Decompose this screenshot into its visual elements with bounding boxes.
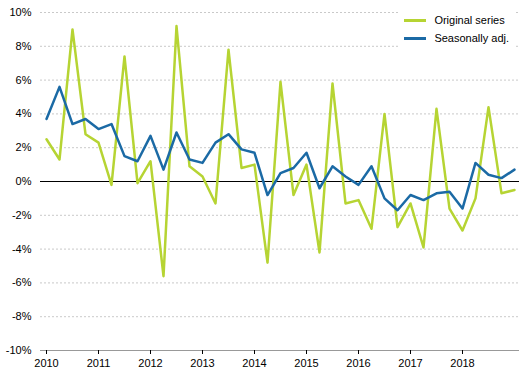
svg-text:2%: 2%: [16, 141, 32, 153]
svg-text:4%: 4%: [16, 107, 32, 119]
svg-text:-8%: -8%: [12, 310, 32, 322]
svg-text:6%: 6%: [16, 74, 32, 86]
svg-text:2014: 2014: [242, 357, 266, 369]
svg-text:-6%: -6%: [12, 276, 32, 288]
svg-text:-10%: -10%: [6, 344, 32, 356]
svg-text:2010: 2010: [34, 357, 58, 369]
svg-text:0%: 0%: [16, 175, 32, 187]
svg-text:2013: 2013: [190, 357, 214, 369]
svg-text:2016: 2016: [346, 357, 370, 369]
svg-text:2015: 2015: [294, 357, 318, 369]
svg-text:8%: 8%: [16, 40, 32, 52]
svg-text:-4%: -4%: [12, 243, 32, 255]
svg-text:2012: 2012: [138, 357, 162, 369]
html-text:Original series: Original series: [434, 14, 505, 26]
svg-text:2017: 2017: [398, 357, 422, 369]
svg-text:-2%: -2%: [12, 209, 32, 221]
html-text:Seasonally adj.: Seasonally adj.: [434, 32, 509, 44]
svg-text:2018: 2018: [450, 357, 474, 369]
svg-text:10%: 10%: [9, 6, 31, 18]
svg-text:2011: 2011: [87, 357, 111, 369]
